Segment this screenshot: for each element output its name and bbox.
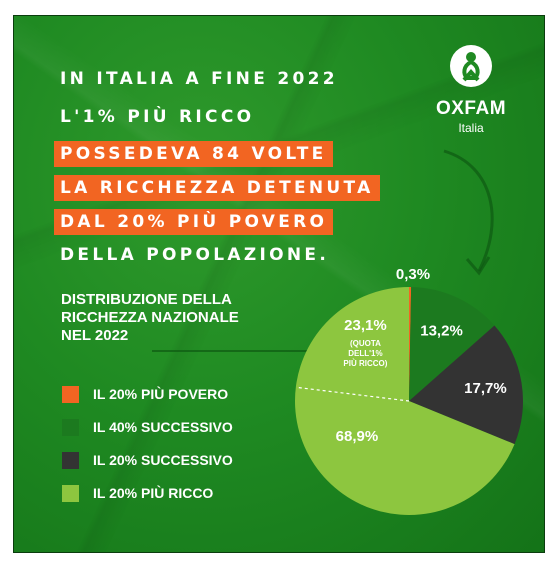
annotation-note: (QUOTA — [350, 339, 381, 348]
pie-slice — [409, 325, 523, 445]
legend-label: IL 40% SUCCESSIVO — [93, 419, 233, 435]
pie-slice — [295, 287, 515, 515]
data-label: 0,3% — [396, 266, 430, 283]
headline-line: LA RICCHEZZA DETENUTA — [54, 175, 380, 201]
logo-subtitle: Italia — [458, 121, 484, 135]
data-label: 17,7% — [464, 380, 507, 397]
pie-slice — [409, 287, 412, 401]
logo-name: OXFAM — [435, 98, 507, 119]
oxfam-person-icon — [450, 45, 492, 87]
legend-item: IL 20% PIÙ RICCO — [62, 483, 233, 503]
chart-title-line: RICCHEZZA NAZIONALE — [61, 309, 239, 326]
chart-title-line: NEL 2022 — [61, 327, 129, 344]
chart-legend: IL 20% PIÙ POVERO IL 40% SUCCESSIVO IL 20%… — [62, 384, 233, 516]
chart-title: DISTRIBUZIONE DELLA RICCHEZZA NAZIONALE … — [61, 291, 239, 345]
legend-item: IL 40% SUCCESSIVO — [62, 417, 233, 437]
oxfam-logo: OXFAM Italia — [432, 44, 510, 135]
legend-label: IL 20% PIÙ RICCO — [93, 485, 214, 501]
pie-chart: 0,3% 13,2% 17,7% 68,9% 23,1% (QUOTADELL'1%PIÙ… — [295, 266, 523, 515]
infographic: IN ITALIA A FINE 2022 L'1% PIÙ RICCO POSSE… — [13, 15, 545, 553]
annotation-note: PIÙ RICCO) — [343, 359, 387, 368]
legend-item: IL 20% PIÙ POVERO — [62, 384, 233, 404]
pie-slice — [409, 287, 495, 401]
headline-line: IN ITALIA A FINE 2022 — [60, 69, 338, 89]
annotation-value: 23,1% — [344, 317, 387, 334]
legend-swatch — [62, 418, 79, 436]
legend-label: IL 20% SUCCESSIVO — [93, 452, 233, 468]
curved-arrow-icon — [443, 149, 494, 276]
chart-title-line: DISTRIBUZIONE DELLA — [61, 291, 232, 308]
legend-swatch — [62, 385, 79, 403]
data-label: 13,2% — [420, 323, 463, 340]
legend-swatch — [62, 451, 79, 469]
legend-swatch — [62, 484, 79, 502]
annotation-note: DELL'1% — [348, 349, 382, 358]
data-label: 68,9% — [336, 428, 379, 445]
headline-line: POSSEDEVA 84 VOLTE — [54, 141, 333, 167]
legend-label: IL 20% PIÙ POVERO — [93, 386, 229, 402]
title-pointer-line — [152, 350, 312, 352]
legend-item: IL 20% SUCCESSIVO — [62, 450, 233, 470]
headline-line: L'1% PIÙ RICCO — [60, 107, 255, 127]
headline-line: DAL 20% PIÙ POVERO — [54, 209, 334, 235]
headline-line: DELLA POPOLAZIONE. — [60, 245, 330, 265]
